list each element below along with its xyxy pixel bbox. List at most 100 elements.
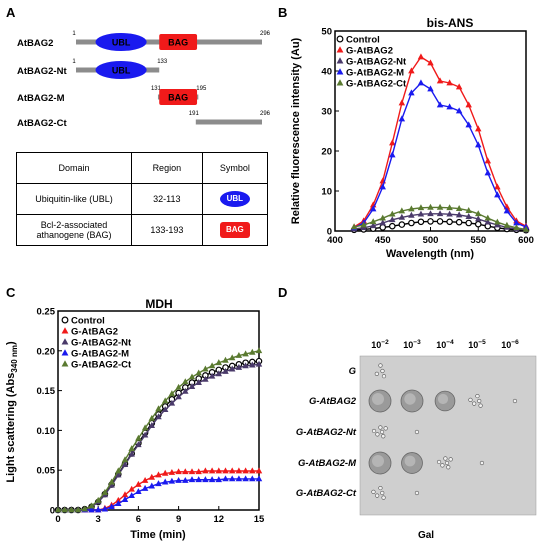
legend-entry: G-AtBAG2-Nt: [71, 338, 132, 349]
colony-spot: [437, 393, 449, 405]
data-point: [88, 502, 95, 509]
x-tick-label: 600: [518, 235, 534, 246]
data-point: [408, 219, 415, 227]
colony: [375, 432, 380, 437]
start-residue-label: 1: [72, 59, 76, 65]
data-point: [115, 496, 122, 503]
data-point: [168, 468, 176, 475]
colony: [381, 495, 386, 500]
bis-ans-chart: bis-ANS 400 450 500 550 600 0 10 20 30 40 50 Contr…: [290, 16, 534, 260]
data-point: [242, 350, 249, 357]
axis-ticks: 400 450 500 550 600 0 10 20 30 40 50: [321, 27, 534, 247]
data-point: [195, 379, 202, 385]
data-point: [94, 496, 102, 503]
strain-label: G-AtBAG2-Ct: [296, 488, 357, 499]
colony: [379, 429, 385, 435]
data-point: [115, 500, 122, 506]
data-point: [249, 348, 256, 355]
data-point: [369, 218, 377, 225]
colony: [468, 397, 473, 402]
data-point: [228, 467, 236, 474]
y-tick-label: 30: [321, 107, 332, 118]
legend-entry: G-AtBAG2-Ct: [346, 79, 407, 90]
data-point: [115, 467, 122, 474]
data-point: [135, 434, 142, 441]
data-point: [168, 399, 176, 406]
x-tick-label: 3: [96, 514, 101, 525]
data-point: [427, 85, 434, 92]
data-point: [484, 218, 492, 225]
y-tick-label: 0.10: [37, 426, 56, 437]
data-point: [379, 224, 387, 231]
data-point: [135, 480, 142, 487]
data-point: [255, 347, 263, 354]
data-point: [195, 468, 202, 475]
mdh-chart: MDH 0 3 6 9 12 15 0 0.05 0.10 0.15 0.20 0.25 Contro…: [5, 297, 265, 541]
x-tick-label: 9: [176, 514, 181, 525]
data-point: [135, 488, 142, 495]
data-point: [161, 469, 169, 476]
data-point: [94, 506, 102, 513]
legend-entry: G-AtBAG2-Nt: [346, 57, 407, 68]
data-point: [215, 467, 223, 474]
dilution-label: 10−6: [501, 339, 519, 350]
legend: ControlG-AtBAG2G-AtBAG2-NtG-AtBAG2-MG-At…: [61, 316, 132, 371]
data-point: [175, 468, 182, 475]
data-point: [148, 482, 156, 489]
bag-symbol: BAG: [219, 222, 250, 238]
data-point: [215, 359, 223, 366]
data-point: [475, 125, 482, 132]
colony: [414, 490, 420, 496]
series-line: [58, 350, 260, 511]
region-cell: 133-193: [131, 214, 203, 246]
colony: [380, 368, 385, 374]
data-point: [208, 467, 216, 474]
data-point: [222, 467, 229, 474]
chart-title: bis-ANS: [427, 16, 474, 30]
data-point: [168, 477, 176, 484]
data-point: [188, 476, 196, 483]
colony: [448, 457, 453, 462]
data-point: [398, 221, 406, 228]
data-point: [408, 67, 415, 74]
construct-name: AtBAG2-M: [17, 93, 65, 104]
symbol-cell: UBL: [201, 183, 269, 215]
series-line: [58, 363, 260, 511]
data-point: [188, 373, 196, 380]
data-point: [148, 473, 156, 480]
data-point: [161, 478, 169, 485]
data-point: [141, 484, 149, 491]
ubl-domain: [95, 33, 147, 51]
data-point: [155, 413, 162, 420]
data-point: [222, 475, 229, 482]
data-point: [455, 83, 463, 90]
data-point: [255, 467, 263, 474]
legend-entry: G-AtBAG2-M: [71, 349, 129, 360]
y-tick-label: 0.05: [37, 466, 56, 477]
colony: [374, 371, 379, 376]
data-point: [175, 383, 182, 390]
colony: [414, 429, 420, 435]
dilution-label: 10−3: [403, 339, 421, 350]
panel-label-c: C: [6, 285, 16, 300]
start-residue-label: 191: [189, 111, 200, 117]
data-point: [182, 468, 189, 475]
data-point: [455, 211, 463, 218]
series-0: [54, 357, 263, 514]
data-point: [408, 89, 415, 96]
data-point: [336, 68, 344, 75]
series-group: [54, 347, 263, 514]
data-point: [135, 441, 142, 448]
data-point: [389, 210, 396, 217]
data-point: [188, 383, 196, 389]
data-point: [141, 476, 149, 483]
y-tick-label: 0.20: [37, 346, 56, 357]
strain-label: G: [349, 366, 357, 377]
end-residue-label: 296: [260, 111, 271, 117]
legend-entry: Control: [346, 35, 380, 46]
y-tick-label: 50: [321, 27, 332, 38]
data-point: [202, 365, 209, 372]
data-point: [121, 491, 129, 498]
colony: [472, 401, 477, 406]
spots: [368, 363, 518, 500]
